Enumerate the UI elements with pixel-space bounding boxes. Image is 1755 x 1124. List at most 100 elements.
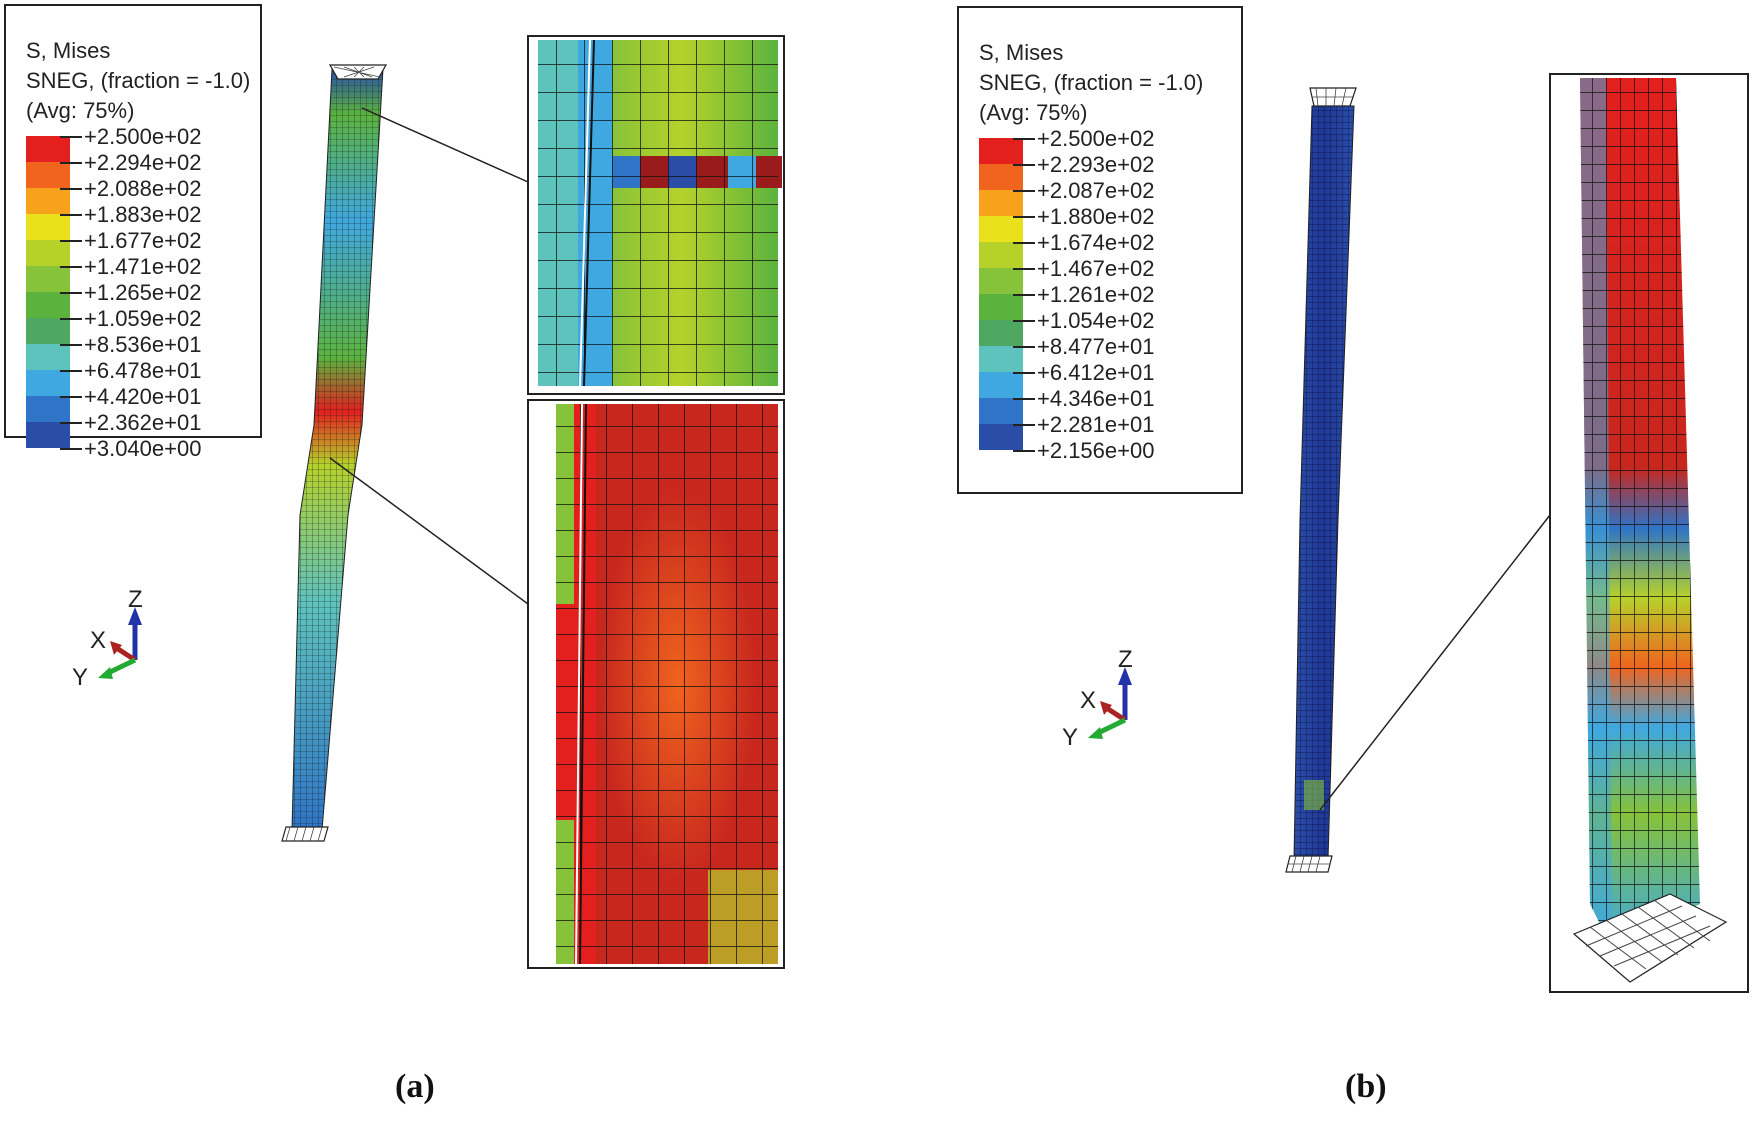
legend-value: +1.261e+02 (1037, 282, 1155, 307)
x-axis-label: X (1080, 687, 1096, 714)
y-axis-label: Y (72, 664, 88, 691)
legend-swatch (979, 164, 1023, 190)
x-axis-label: X (90, 627, 106, 654)
legend-tick (1013, 164, 1035, 166)
legend-tick (60, 318, 82, 320)
legend-value: +8.536e+01 (84, 332, 202, 357)
legend-value: +2.281e+01 (1037, 412, 1155, 437)
legend-swatch (979, 424, 1023, 450)
legend-swatch (979, 216, 1023, 242)
legend-tick (60, 396, 82, 398)
legend-tick (60, 188, 82, 190)
legend-swatch (26, 292, 70, 318)
legend-value: +2.362e+01 (84, 410, 202, 435)
legend-value: +8.477e+01 (1037, 334, 1155, 359)
legend-value: +2.293e+02 (1037, 152, 1155, 177)
legend-swatch (26, 396, 70, 422)
legend-swatch (26, 422, 70, 448)
legend-swatch (979, 242, 1023, 268)
legend-swatch (26, 266, 70, 292)
legend-tick (1013, 346, 1035, 348)
column-model-a (281, 64, 388, 842)
legend-swatch (979, 138, 1023, 164)
column-model-b (1285, 87, 1357, 873)
legend-tick (1013, 242, 1035, 244)
legend-swatch (979, 268, 1023, 294)
legend-avg: (Avg: 75%) (979, 100, 1088, 125)
zoom-detail-bottom-a (527, 399, 785, 969)
legend-tick (1013, 190, 1035, 192)
y-axis-arrow (1096, 717, 1127, 736)
legend-value: +1.059e+02 (84, 306, 202, 331)
legend-title: S, Mises (26, 38, 111, 63)
legend-tick (60, 136, 82, 138)
legend-value: +6.478e+01 (84, 358, 202, 383)
legend-tick (1013, 398, 1035, 400)
zoom-detail-b (1549, 73, 1749, 993)
legend-swatch (26, 162, 70, 188)
y-axis-arrow (106, 657, 137, 676)
legend-value: +2.088e+02 (84, 176, 202, 201)
caption-b: (b) (1345, 1068, 1387, 1105)
legend-value: +2.294e+02 (84, 150, 202, 175)
legend-value: +1.471e+02 (84, 254, 202, 279)
legend-value: +1.883e+02 (84, 202, 202, 227)
axis-triad-a: Z X Y (72, 586, 143, 691)
legend-avg: (Avg: 75%) (26, 98, 135, 123)
legend-tick (60, 162, 82, 164)
legend-tick (1013, 216, 1035, 218)
legend-swatch (979, 346, 1023, 372)
legend-tick (1013, 268, 1035, 270)
legend-swatch (26, 318, 70, 344)
z-axis-label: Z (1118, 646, 1133, 673)
legend-a: S, Mises SNEG, (fraction = -1.0) (Avg: 7… (4, 4, 262, 460)
legend-swatch (979, 320, 1023, 346)
legend-tick (60, 292, 82, 294)
legend-value: +1.674e+02 (1037, 230, 1155, 255)
legend-value: +2.087e+02 (1037, 178, 1155, 203)
legend-tick (60, 214, 82, 216)
caption-a: (a) (395, 1068, 435, 1105)
legend-value: +1.677e+02 (84, 228, 202, 253)
legend-swatch (26, 136, 70, 162)
zoom-detail-top-a (527, 35, 785, 395)
legend-swatch (26, 344, 70, 370)
legend-b: S, Mises SNEG, (fraction = -1.0) (Avg: 7… (957, 6, 1243, 494)
legend-tick (1013, 320, 1035, 322)
legend-tick (1013, 424, 1035, 426)
legend-tick (1013, 138, 1035, 140)
legend-value: +1.467e+02 (1037, 256, 1155, 281)
legend-swatch (979, 398, 1023, 424)
legend-swatch (26, 240, 70, 266)
legend-subtitle: SNEG, (fraction = -1.0) (979, 70, 1204, 95)
legend-swatch (26, 214, 70, 240)
legend-swatch (979, 190, 1023, 216)
legend-swatch (979, 294, 1023, 320)
legend-value: +2.500e+02 (84, 124, 202, 149)
legend-title: S, Mises (979, 40, 1064, 65)
legend-tick (60, 240, 82, 242)
y-axis-label: Y (1062, 724, 1078, 751)
legend-tick (60, 344, 82, 346)
legend-value: +2.500e+02 (1037, 126, 1155, 151)
legend-value: +2.156e+00 (1037, 438, 1155, 463)
legend-value: +3.040e+00 (84, 436, 202, 461)
legend-swatch (26, 188, 70, 214)
legend-value: +4.420e+01 (84, 384, 202, 409)
legend-value: +1.880e+02 (1037, 204, 1155, 229)
legend-tick (1013, 450, 1035, 452)
z-axis-label: Z (128, 586, 143, 613)
legend-value: +1.265e+02 (84, 280, 202, 305)
legend-swatch (979, 372, 1023, 398)
legend-value: +1.054e+02 (1037, 308, 1155, 333)
legend-tick (60, 370, 82, 372)
legend-tick (60, 448, 82, 450)
legend-subtitle: SNEG, (fraction = -1.0) (26, 68, 251, 93)
legend-value: +4.346e+01 (1037, 386, 1155, 411)
legend-tick (60, 266, 82, 268)
legend-swatch (26, 370, 70, 396)
axis-triad-b: Z X Y (1062, 646, 1133, 751)
legend-tick (60, 422, 82, 424)
